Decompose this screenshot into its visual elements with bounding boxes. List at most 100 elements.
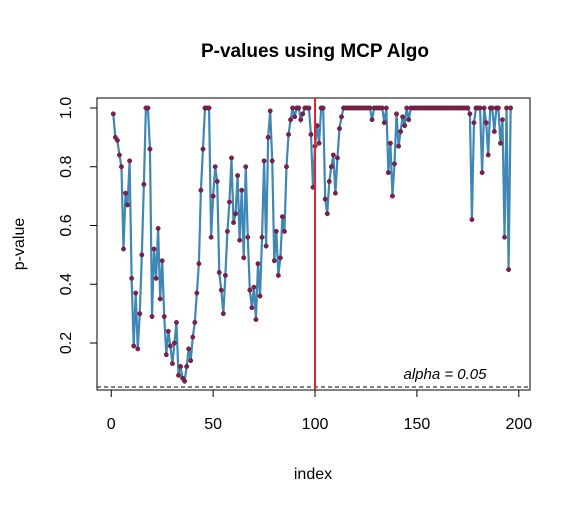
data-point (296, 105, 302, 111)
data-point (149, 314, 155, 320)
data-point (192, 319, 198, 325)
data-point (292, 114, 298, 120)
y-tick-label: 0.2 (58, 332, 75, 354)
data-point (498, 140, 503, 146)
data-point (469, 217, 475, 223)
data-point (153, 275, 159, 281)
data-point (477, 105, 483, 111)
data-point (253, 317, 259, 322)
data-point (257, 293, 263, 299)
data-point (147, 146, 153, 152)
data-point (471, 120, 477, 126)
data-point (479, 170, 485, 176)
data-point (339, 114, 344, 120)
data-point (495, 105, 501, 111)
y-tick-label: 0.4 (58, 273, 75, 295)
chart-title: P-values using MCP Algo (201, 41, 429, 62)
data-point (212, 164, 218, 170)
data-point (500, 117, 505, 123)
data-point (226, 199, 232, 205)
y-tick-label: 0.6 (58, 214, 75, 236)
data-point (334, 155, 340, 161)
data-point (392, 161, 397, 167)
x-tick-label: 50 (204, 416, 222, 433)
data-point (404, 105, 410, 111)
data-point (390, 193, 395, 199)
data-point (467, 111, 473, 117)
data-point (465, 105, 471, 111)
y-tick-label: 0.8 (58, 156, 75, 178)
data-point (402, 123, 408, 129)
data-point (224, 228, 230, 234)
data-point (269, 158, 275, 164)
data-point (328, 164, 334, 170)
data-point (508, 105, 514, 111)
y-tick-label: 1.0 (58, 97, 75, 119)
data-point (275, 272, 281, 278)
data-point (116, 152, 122, 158)
data-point (308, 131, 314, 137)
data-point (398, 129, 404, 134)
data-point (159, 258, 165, 264)
data-point (251, 284, 257, 290)
data-point (155, 225, 161, 231)
series-line (112, 106, 512, 385)
data-point (367, 105, 373, 111)
data-point (218, 287, 224, 293)
data-point (121, 246, 126, 252)
data-point (489, 105, 495, 111)
data-point (337, 126, 342, 132)
data-point (406, 117, 412, 123)
data-point (119, 164, 124, 170)
data-point (263, 243, 269, 249)
data-point (504, 105, 510, 111)
data-point (169, 361, 175, 367)
data-point (282, 228, 287, 234)
data-point (483, 120, 489, 126)
data-point (259, 234, 265, 240)
x-tick-label: 200 (505, 416, 532, 433)
data-point (243, 164, 249, 170)
data-point (379, 105, 385, 111)
data-point (286, 131, 291, 137)
data-point (222, 272, 228, 278)
data-point (194, 290, 200, 296)
data-point (129, 275, 135, 281)
data-point (188, 358, 194, 364)
data-point (220, 311, 226, 317)
y-axis-label: p-value (11, 218, 28, 271)
data-point (277, 255, 283, 261)
data-point (198, 187, 204, 193)
data-point (176, 372, 181, 378)
plot-frame (96, 97, 531, 391)
data-point (381, 120, 387, 126)
data-point (290, 105, 296, 111)
data-point (135, 346, 141, 352)
data-point (208, 234, 214, 240)
data-point (178, 364, 183, 369)
data-point (233, 211, 239, 217)
data-point (316, 140, 322, 146)
data-point (184, 364, 190, 369)
data-point (485, 152, 491, 158)
data-point (157, 296, 163, 302)
data-point (300, 111, 306, 117)
data-point (127, 158, 133, 164)
data-point (491, 129, 497, 134)
data-point (481, 105, 487, 111)
data-point (400, 114, 406, 120)
data-point (231, 220, 236, 226)
data-point (245, 234, 251, 240)
data-point (324, 211, 330, 217)
data-point (186, 346, 192, 352)
data-point (249, 305, 255, 311)
data-point (214, 178, 220, 184)
data-point (167, 343, 173, 349)
data-point (306, 105, 312, 111)
data-point (239, 187, 245, 193)
data-point (247, 287, 253, 293)
data-point (171, 340, 177, 346)
data-point (110, 111, 116, 117)
data-point (396, 143, 402, 149)
